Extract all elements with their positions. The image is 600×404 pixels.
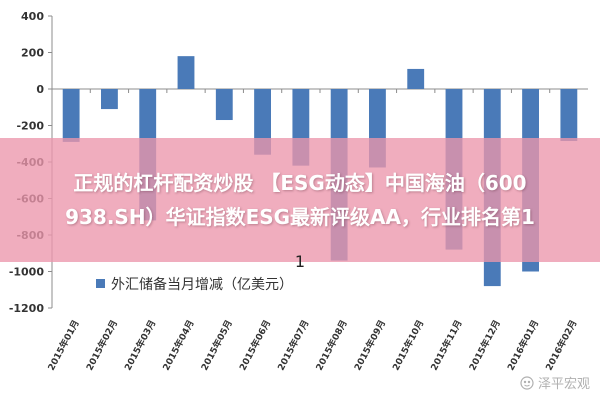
bar bbox=[177, 56, 195, 89]
x-tick-label: 2015年04月 bbox=[160, 318, 197, 373]
x-tick-label: 2015年09月 bbox=[351, 318, 388, 373]
x-tick-label: 2015年12月 bbox=[466, 318, 503, 373]
x-tick-label: 2016年01月 bbox=[505, 318, 542, 373]
overlay-banner: 正规的杠杆配资炒股 【ESG动态】中国海油（600 938.SH）华证指数ESG… bbox=[0, 138, 600, 262]
x-tick-label: 2015年05月 bbox=[198, 318, 235, 373]
bar bbox=[560, 89, 578, 142]
x-tick-label: 2015年02月 bbox=[83, 318, 120, 373]
y-tick-label: -200 bbox=[16, 120, 44, 133]
banner-line-3: 1 bbox=[294, 252, 306, 271]
legend-swatch bbox=[96, 279, 105, 288]
x-tick-label: 2015年01月 bbox=[45, 318, 82, 373]
paw-icon bbox=[520, 375, 534, 390]
banner-line-1: 正规的杠杆配资炒股 【ESG动态】中国海油（600 bbox=[73, 171, 527, 195]
y-tick-label: 400 bbox=[21, 10, 44, 23]
y-tick-label: 200 bbox=[21, 47, 44, 60]
y-tick-label: 0 bbox=[36, 83, 44, 96]
x-tick-label: 2015年06月 bbox=[237, 318, 274, 373]
banner-line-2: 938.SH）华证指数ESG最新评级AA，行业排名第1 bbox=[65, 205, 535, 229]
bar bbox=[215, 89, 233, 121]
y-tick-label: -1200 bbox=[9, 302, 45, 315]
legend-label: 外汇储备当月增减（亿美元） bbox=[111, 276, 293, 293]
x-tick-label: 2015年03月 bbox=[122, 318, 159, 373]
x-tick-label: 2015年10月 bbox=[390, 318, 427, 373]
y-tick-label: -1000 bbox=[9, 266, 45, 279]
watermark: 泽平宏观 bbox=[520, 373, 590, 392]
x-tick-label: 2015年11月 bbox=[428, 318, 465, 373]
watermark-text: 泽平宏观 bbox=[537, 377, 590, 392]
x-tick-label: 2015年08月 bbox=[313, 318, 350, 373]
bar bbox=[101, 89, 118, 110]
x-tick-label: 2016年02月 bbox=[543, 318, 580, 373]
x-tick-label: 2015年07月 bbox=[275, 318, 312, 373]
bar bbox=[407, 68, 425, 89]
bar bbox=[62, 89, 80, 142]
